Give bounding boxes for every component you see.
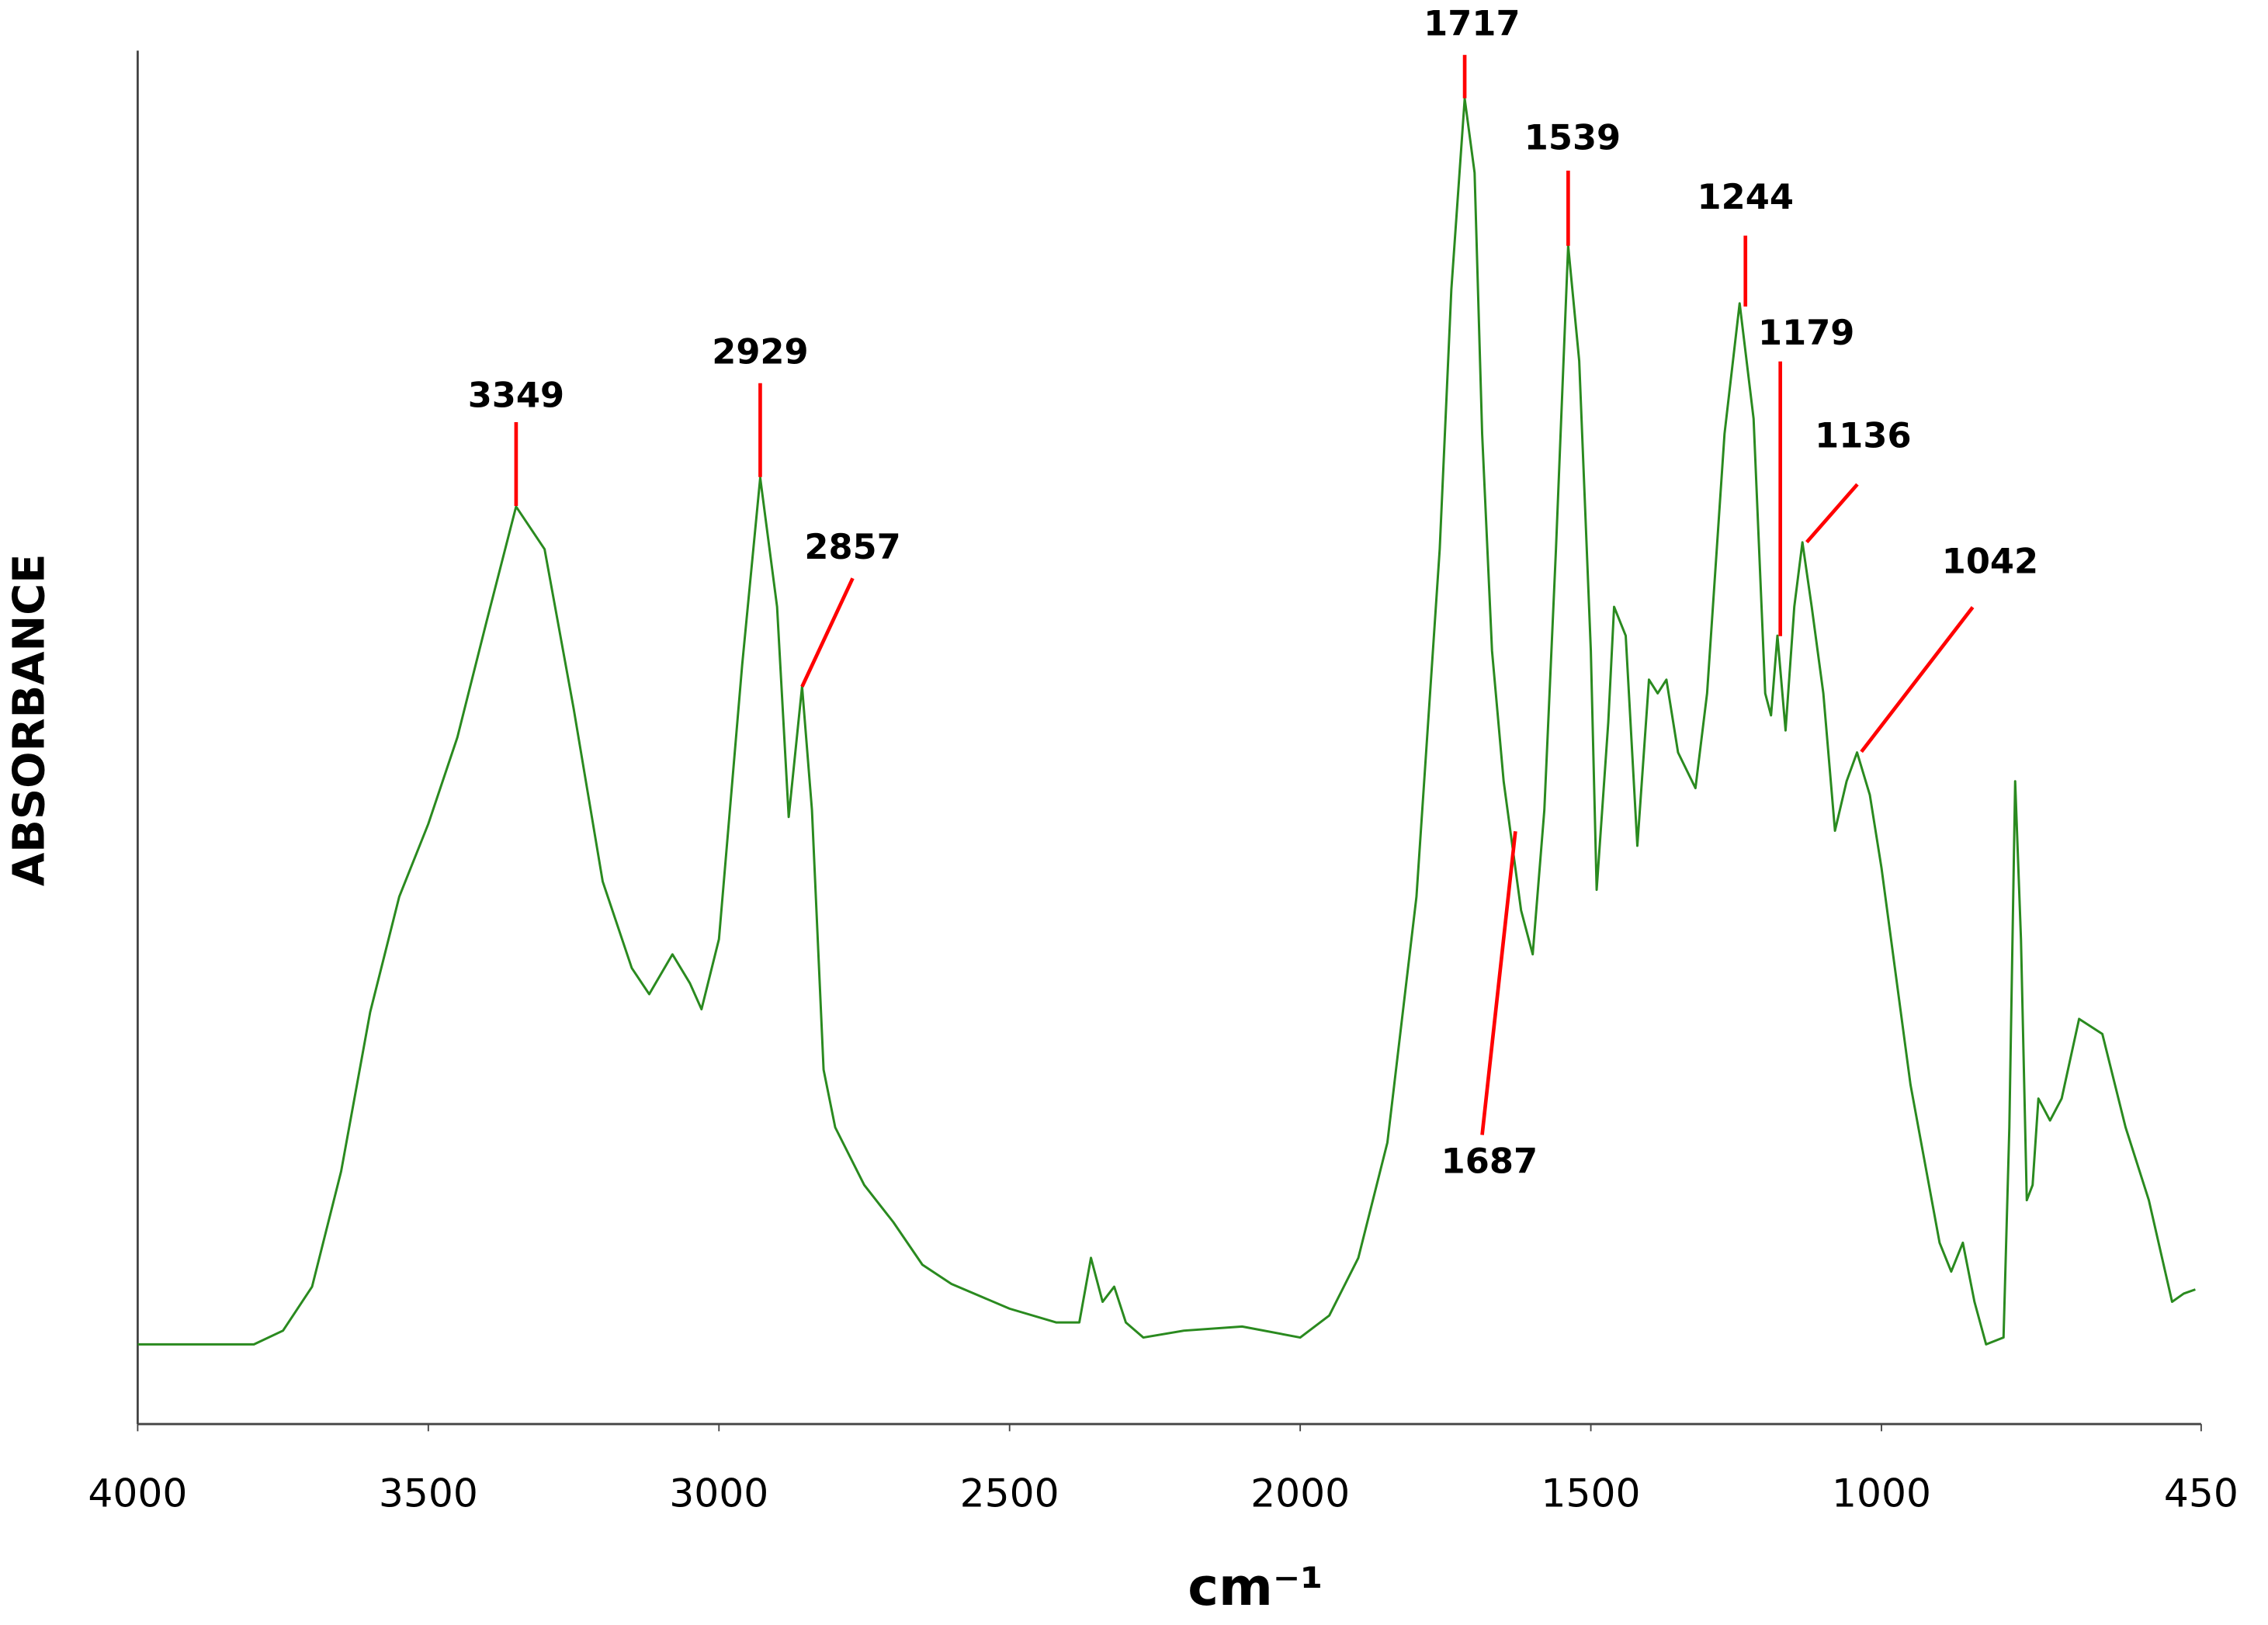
spectrum-line — [137, 97, 2196, 1346]
x-tick-label: 450 — [2164, 1471, 2239, 1516]
annotation-label: 1539 — [1524, 117, 1621, 158]
annotation-leader — [1805, 483, 1859, 544]
annotation-label: 3349 — [468, 374, 564, 415]
annotation-label: 1244 — [1698, 176, 1794, 217]
annotation-label: 1042 — [1942, 541, 2038, 582]
annotation-label: 1717 — [1424, 3, 1520, 44]
annotation-label: 1687 — [1441, 1141, 1538, 1182]
annotation-label: 1179 — [1758, 312, 1854, 353]
annotation-leader — [800, 577, 855, 688]
annotation-label: 2857 — [804, 526, 900, 567]
annotation-label: 1136 — [1815, 414, 1911, 456]
annotation-leader — [1860, 606, 1975, 754]
y-axis-label: ABSORBANCE — [5, 554, 55, 886]
x-tick-label: 1000 — [1832, 1471, 1931, 1516]
annotation-label: 2929 — [712, 331, 808, 372]
annotation-leader — [1480, 830, 1517, 1135]
x-tick-label: 3500 — [379, 1471, 478, 1516]
x-tick-label: 1500 — [1541, 1471, 1641, 1516]
x-tick-label: 2000 — [1250, 1471, 1350, 1516]
x-tick-label: 4000 — [88, 1471, 187, 1516]
x-axis-label: cm⁻¹ — [1188, 1557, 1323, 1617]
x-tick-label: 3000 — [669, 1471, 768, 1516]
x-tick-label: 2500 — [960, 1471, 1059, 1516]
